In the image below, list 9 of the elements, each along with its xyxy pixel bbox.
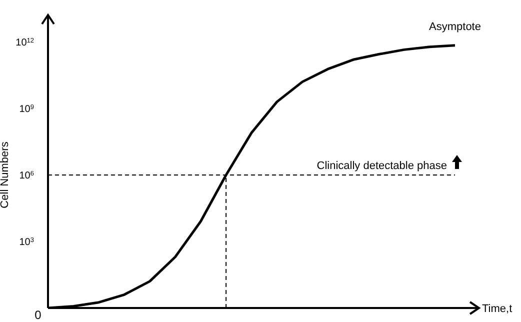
text: 0 [34,308,42,322]
y-tick-label: 10$^{12}$ [16,37,34,48]
ref-line-label: Clinically detectable phase [316,160,447,172]
y-axis-title: Cell Numbers [0,141,11,208]
x-axis-title: Time,t [482,302,512,315]
y-tick-label: 10$^{3}$ [19,236,34,248]
text: Asymptote [429,21,481,33]
y-tick-label: 10$^{6}$ [19,170,34,182]
y-tick-label: 10$^{9}$ [19,104,34,115]
